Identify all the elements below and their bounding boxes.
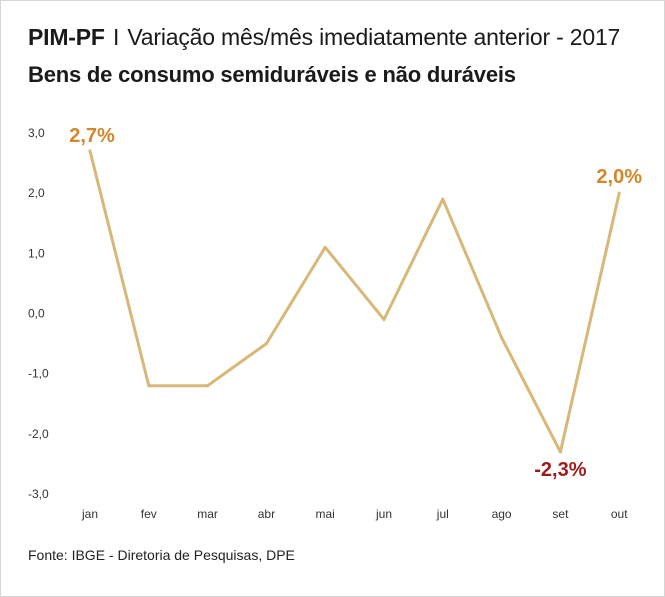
data-label: 2,0%	[596, 166, 642, 188]
x-tick-label: jan	[81, 507, 98, 521]
title-bold: PIM-PF	[28, 24, 105, 50]
x-tick-label: mai	[316, 507, 335, 521]
y-tick-label: 2,0	[28, 186, 45, 200]
data-point	[88, 149, 92, 153]
data-point	[500, 336, 504, 340]
y-axis-ticks: 3,0 2,0 1,0 0,0 -1,0 -2,0 -3,0	[28, 126, 49, 501]
x-tick-label: jun	[375, 507, 392, 521]
y-tick-label: 0,0	[28, 307, 45, 321]
series-layer	[88, 149, 621, 454]
chart-subtitle: Bens de consumo semiduráveis e não duráv…	[28, 62, 516, 87]
x-tick-label: fev	[141, 507, 157, 521]
y-tick-label: -2,0	[28, 427, 49, 441]
data-point	[382, 318, 386, 322]
data-labels: 2,7% -2,3% 2,0%	[69, 125, 642, 481]
x-tick-label: abr	[258, 507, 275, 521]
y-tick-label: -1,0	[28, 367, 49, 381]
data-point	[147, 384, 151, 388]
source-note: Fonte: IBGE - Diretoria de Pesquisas, DP…	[28, 547, 295, 563]
x-tick-label: jul	[436, 507, 449, 521]
data-point	[323, 245, 327, 249]
x-tick-label: ago	[492, 507, 512, 521]
x-tick-label: out	[611, 507, 628, 521]
chart-title: PIM-PF I Variação mês/mês imediatamente …	[28, 24, 620, 51]
data-point	[206, 384, 210, 388]
x-tick-label: set	[552, 507, 569, 521]
series-line	[88, 149, 621, 454]
y-tick-label: 3,0	[28, 126, 45, 140]
data-point	[617, 191, 621, 195]
x-axis-ticks: jan fev mar abr mai jun jul ago set out	[81, 507, 628, 521]
data-point	[441, 197, 445, 201]
y-tick-label: -3,0	[28, 487, 49, 501]
data-point	[558, 450, 562, 454]
data-point	[264, 342, 268, 346]
data-label: 2,7%	[69, 125, 115, 147]
title-separator: I	[112, 24, 120, 50]
y-tick-label: 1,0	[28, 246, 45, 260]
data-label: -2,3%	[534, 459, 586, 481]
x-tick-label: mar	[197, 507, 218, 521]
title-rest: Variação mês/mês imediatamente anterior …	[127, 24, 621, 50]
